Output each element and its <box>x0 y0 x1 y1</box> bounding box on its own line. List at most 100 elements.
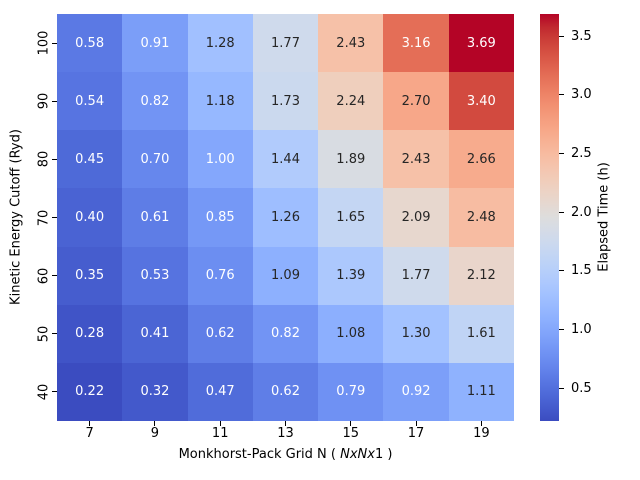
heatmap-cell-80-9: 0.70 <box>122 130 188 189</box>
x-tick-label: 7 <box>85 426 94 441</box>
heatmap-cell-60-7: 0.35 <box>57 246 123 305</box>
heatmap: 0.58 0.91 1.28 1.77 2.43 3.16 3.69 0.54 0.82 1.18… <box>57 14 514 421</box>
y-tick-label: 80 <box>36 151 52 168</box>
y-tick-label: 50 <box>36 325 52 343</box>
heatmap-cell-50-9: 0.41 <box>122 304 188 363</box>
colorbar-tick-mark <box>559 270 564 272</box>
y-tick-label: 90 <box>36 92 52 110</box>
heatmap-cell-40-7: 0.22 <box>57 362 123 421</box>
y-tick-mark <box>52 158 57 160</box>
y-tick-mark <box>52 100 57 102</box>
heatmap-cell-70-9: 0.61 <box>122 188 188 247</box>
colorbar-tick-mark <box>559 153 564 155</box>
heatmap-cell-70-13: 1.26 <box>252 188 319 247</box>
heatmap-cell-100-7: 0.58 <box>57 14 123 73</box>
colorbar-tick-mark <box>559 387 564 389</box>
heatmap-cell-60-9: 0.53 <box>122 246 188 305</box>
y-tick-label: 60 <box>36 267 52 284</box>
y-tick-mark <box>52 333 57 335</box>
heatmap-cell-100-11: 1.28 <box>187 14 253 73</box>
x-axis-label-mathtext: NxNx <box>340 447 375 462</box>
y-tick-mark <box>52 391 57 393</box>
y-tick-label: 40 <box>36 383 52 401</box>
heatmap-cell-40-17: 0.92 <box>383 362 449 421</box>
colorbar-tick-label: 2.5 <box>571 146 592 162</box>
colorbar-tick-mark <box>559 211 564 213</box>
heatmap-cell-80-13: 1.44 <box>252 130 319 189</box>
colorbar-tick-label: 2.0 <box>571 204 592 220</box>
heatmap-cell-80-15: 1.89 <box>318 130 384 189</box>
heatmap-cell-70-11: 0.85 <box>187 188 253 247</box>
x-tick-label: 11 <box>211 426 229 441</box>
x-tick-mark <box>89 421 91 426</box>
x-axis-label-text-end: 1 ) <box>374 447 393 462</box>
y-tick-mark <box>52 42 57 44</box>
heatmap-cell-60-17: 1.77 <box>383 246 449 305</box>
heatmap-cell-70-17: 2.09 <box>383 188 449 247</box>
heatmap-cell-70-19: 2.48 <box>448 188 514 247</box>
heatmap-cell-70-15: 1.65 <box>318 188 384 247</box>
heatmap-cell-90-13: 1.73 <box>252 72 319 131</box>
heatmap-cell-60-15: 1.39 <box>318 246 384 305</box>
heatmap-cell-60-11: 0.76 <box>187 246 253 305</box>
colorbar-tick-label: 0.5 <box>571 380 592 396</box>
heatmap-cell-40-19: 1.11 <box>448 362 514 421</box>
y-tick-label: 100 <box>36 30 52 56</box>
heatmap-cell-40-9: 0.32 <box>122 362 188 421</box>
heatmap-cell-90-19: 3.40 <box>448 72 514 131</box>
x-tick-label: 17 <box>407 426 425 441</box>
colorbar <box>540 14 559 421</box>
x-tick-mark <box>350 421 352 426</box>
heatmap-cell-90-9: 0.82 <box>122 72 188 131</box>
x-tick-label: 13 <box>277 426 294 441</box>
colorbar-tick-mark <box>559 35 564 37</box>
y-tick-mark <box>52 275 57 277</box>
heatmap-cell-90-15: 2.24 <box>318 72 384 131</box>
heatmap-cell-50-17: 1.30 <box>383 304 449 363</box>
heatmap-cell-40-13: 0.62 <box>252 362 319 421</box>
colorbar-label: Elapsed Time (h) <box>596 162 612 272</box>
colorbar-tick-mark <box>559 329 564 330</box>
colorbar-tick-mark <box>559 94 564 96</box>
heatmap-cell-80-7: 0.45 <box>57 130 123 189</box>
heatmap-cell-90-7: 0.54 <box>57 72 123 131</box>
heatmap-cell-40-15: 0.79 <box>318 362 384 421</box>
y-tick-label: 70 <box>36 209 52 226</box>
heatmap-cell-60-13: 1.09 <box>252 246 319 305</box>
colorbar-tick-label: 1.0 <box>571 322 592 337</box>
heatmap-cell-90-17: 2.70 <box>383 72 449 131</box>
colorbar-tick-label: 1.5 <box>571 263 592 279</box>
heatmap-cell-100-15: 2.43 <box>318 14 384 73</box>
heatmap-cell-50-11: 0.62 <box>187 304 253 363</box>
x-tick-mark <box>480 421 482 426</box>
x-tick-label: 9 <box>150 426 160 441</box>
colorbar-tick-label: 3.0 <box>571 87 592 103</box>
heatmap-cell-70-7: 0.40 <box>57 188 123 247</box>
x-tick-mark <box>415 421 417 426</box>
colorbar-tick-label: 3.5 <box>571 28 592 44</box>
heatmap-cell-50-15: 1.08 <box>318 304 384 363</box>
x-tick-mark <box>219 421 221 426</box>
y-axis-label: Kinetic Energy Cutoff (Ryd) <box>8 129 24 305</box>
heatmap-cell-100-19: 3.69 <box>448 14 514 73</box>
heatmap-cell-80-11: 1.00 <box>187 130 253 189</box>
x-axis-label: Monkhorst-Pack Grid N ( NxNx1 ) <box>57 448 514 461</box>
y-tick-mark <box>52 217 57 218</box>
heatmap-cell-100-9: 0.91 <box>122 14 188 73</box>
heatmap-cell-50-7: 0.28 <box>57 304 123 363</box>
x-tick-mark <box>285 421 286 426</box>
x-axis-label-text: Monkhorst-Pack Grid N ( <box>178 447 341 462</box>
heatmap-cell-40-11: 0.47 <box>187 362 253 421</box>
heatmap-cell-50-19: 1.61 <box>448 304 514 363</box>
x-tick-mark <box>154 421 156 426</box>
heatmap-cell-50-13: 0.82 <box>252 304 319 363</box>
x-tick-label: 15 <box>342 426 360 441</box>
heatmap-cell-80-19: 2.66 <box>448 130 514 189</box>
heatmap-cell-90-11: 1.18 <box>187 72 253 131</box>
heatmap-cell-80-17: 2.43 <box>383 130 449 189</box>
x-tick-label: 19 <box>473 426 490 441</box>
heatmap-cell-100-13: 1.77 <box>252 14 319 73</box>
heatmap-cell-60-19: 2.12 <box>448 246 514 305</box>
heatmap-cell-100-17: 3.16 <box>383 14 449 73</box>
